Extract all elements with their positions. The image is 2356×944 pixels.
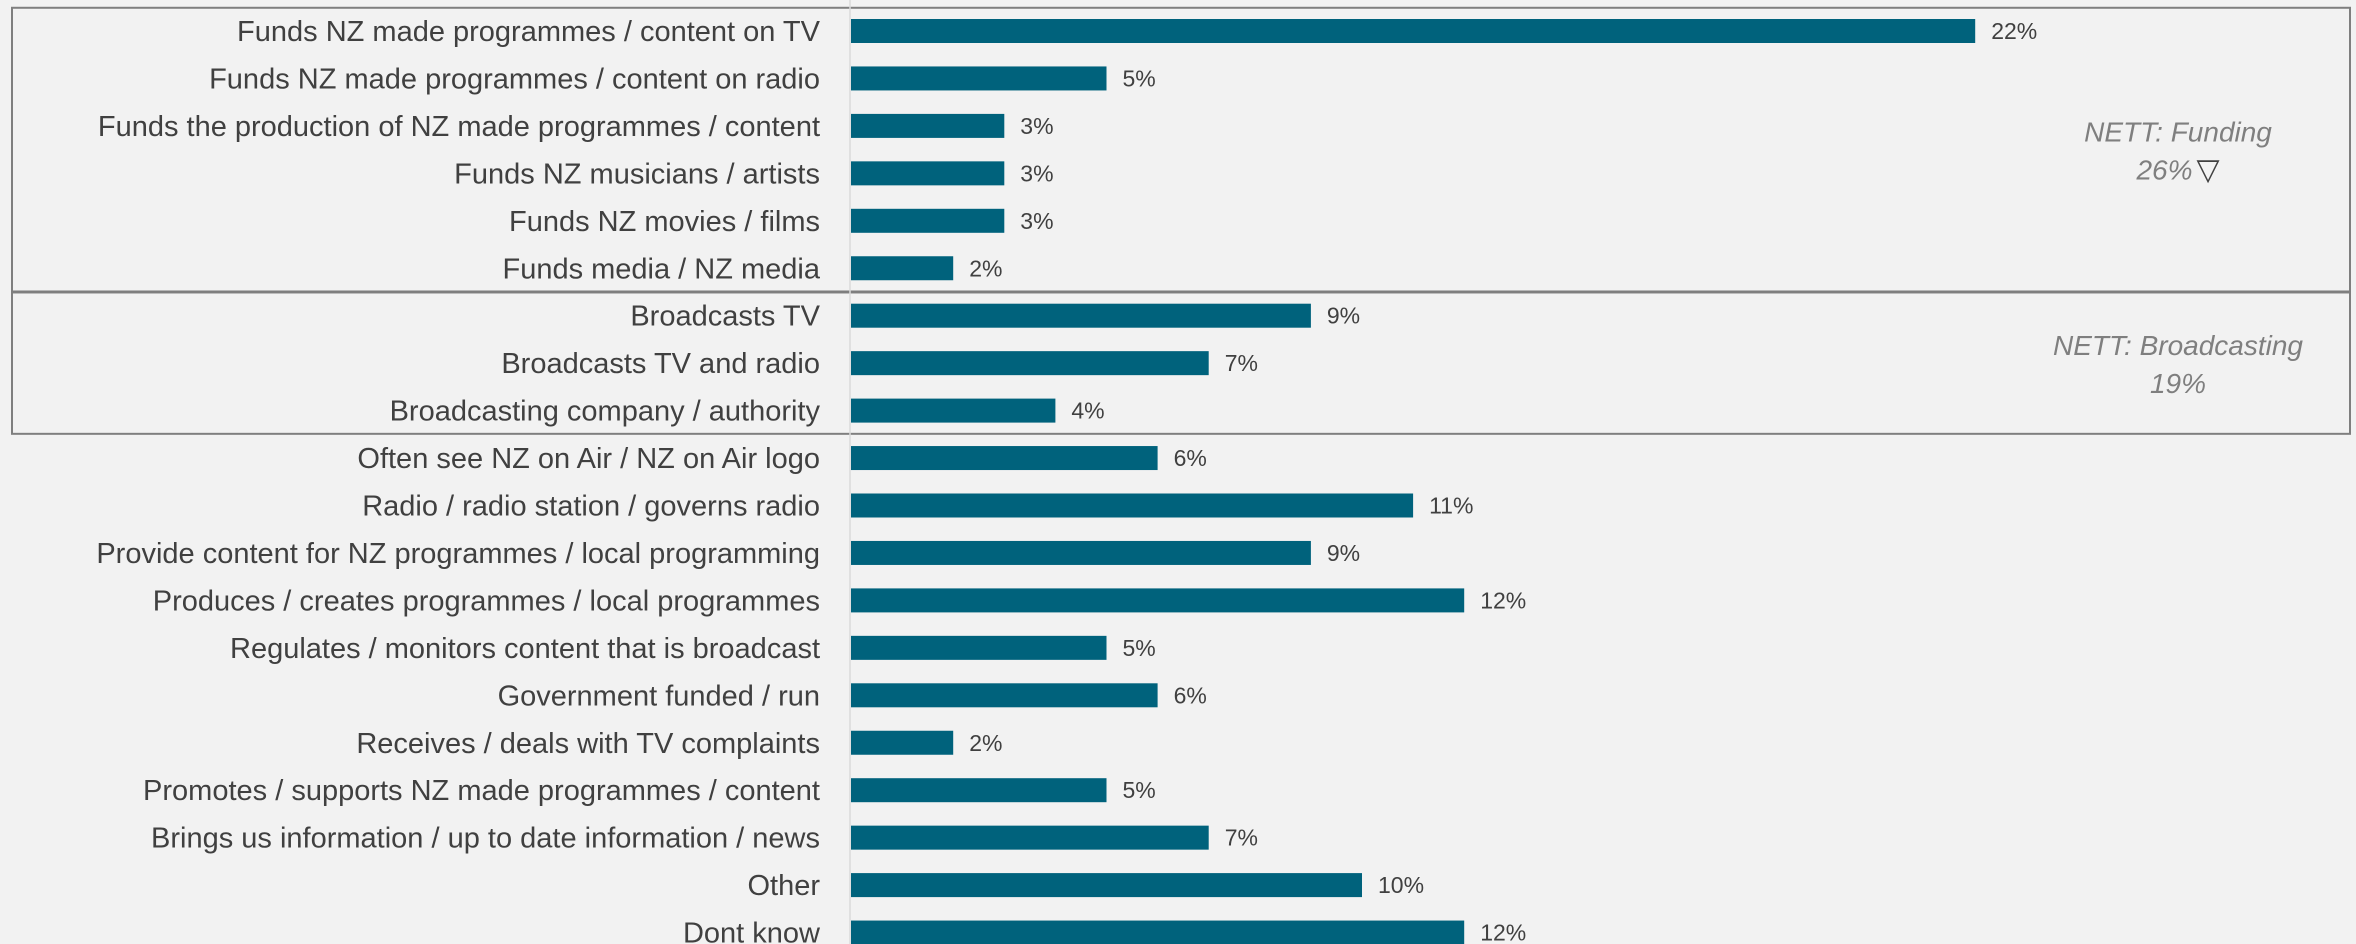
bar: [851, 351, 1209, 376]
category-label: Broadcasts TV: [630, 301, 820, 333]
nett-group-box: [11, 6, 2351, 293]
value-label: 5%: [1123, 635, 1156, 661]
bar: [851, 19, 1976, 43]
bar: [851, 588, 1465, 613]
nett-group-box: [11, 291, 2351, 435]
bar: [851, 208, 1005, 233]
category-label: Receives / deals with TV complaints: [356, 728, 820, 760]
category-label: Funds the production of NZ made programm…: [98, 111, 820, 143]
category-label: Other: [747, 870, 820, 902]
nett-value-text: 26%: [2135, 155, 2192, 186]
category-label: Funds NZ made programmes / content on ra…: [209, 63, 820, 95]
category-label: Broadcasts TV and radio: [501, 348, 820, 380]
category-label: Funds media / NZ media: [502, 253, 820, 285]
value-label: 7%: [1225, 825, 1258, 851]
category-label: Provide content for NZ programmes / loca…: [96, 538, 820, 570]
value-label: 5%: [1123, 65, 1156, 91]
category-label: Funds NZ movies / films: [509, 206, 820, 238]
category-label: Broadcasting company / authority: [390, 396, 821, 428]
bar: [851, 113, 1005, 138]
bar: [851, 540, 1311, 565]
bars: Funds NZ made programmes / content on TV…: [96, 16, 2037, 944]
category-label: Funds NZ made programmes / content on TV: [237, 16, 821, 48]
category-label: Government funded / run: [498, 680, 820, 712]
bar: [851, 446, 1158, 471]
category-label: Brings us information / up to date infor…: [151, 823, 820, 855]
value-label: 2%: [969, 255, 1002, 281]
value-label: 6%: [1174, 682, 1207, 708]
value-label: 22%: [1991, 18, 2037, 44]
category-label: Produces / creates programmes / local pr…: [153, 585, 820, 617]
bar: [851, 730, 954, 755]
category-label: Radio / radio station / governs radio: [362, 491, 820, 523]
significance-down-icon: ▽: [2196, 154, 2219, 187]
category-label: Regulates / monitors content that is bro…: [230, 633, 820, 665]
value-label: 4%: [1071, 398, 1104, 424]
bar: [851, 398, 1056, 423]
bar: [851, 683, 1158, 708]
value-label: 9%: [1327, 540, 1360, 566]
bar: [851, 920, 1465, 944]
value-label: 9%: [1327, 303, 1360, 329]
value-label: 12%: [1480, 920, 1526, 944]
value-label: 2%: [969, 730, 1002, 756]
bar: [851, 303, 1311, 328]
value-label: 3%: [1020, 113, 1053, 139]
value-label: 5%: [1123, 777, 1156, 803]
nett-value: 26% ▽: [2135, 154, 2219, 187]
bar: [851, 66, 1107, 91]
bar: [851, 825, 1209, 850]
bar: [851, 635, 1107, 660]
value-label: 10%: [1378, 872, 1424, 898]
bar: [851, 778, 1107, 803]
value-label: 7%: [1225, 350, 1258, 376]
bar: [851, 161, 1005, 186]
category-label: Often see NZ on Air / NZ on Air logo: [357, 443, 820, 475]
nett-group-boxes: [11, 6, 2351, 435]
bar: [851, 493, 1414, 518]
nett-value-text: 19%: [2150, 368, 2206, 399]
category-label: Promotes / supports NZ made programmes /…: [143, 775, 820, 807]
nett-annotations: NETT: Funding 26% ▽ NETT: Broadcasting 19%: [2053, 117, 2303, 400]
category-label: Funds NZ musicians / artists: [454, 158, 820, 190]
value-label: 3%: [1020, 208, 1053, 234]
bar: [851, 873, 1362, 898]
nett-label: NETT: Funding: [2084, 117, 2272, 148]
value-label: 11%: [1429, 493, 1473, 519]
value-label: 3%: [1020, 160, 1053, 186]
bar: [851, 256, 954, 281]
value-label: 6%: [1174, 445, 1207, 471]
nett-value: 19%: [2150, 368, 2206, 399]
nett-label: NETT: Broadcasting: [2053, 330, 2303, 361]
category-label: Dont know: [683, 918, 821, 944]
value-label: 12%: [1480, 587, 1526, 613]
